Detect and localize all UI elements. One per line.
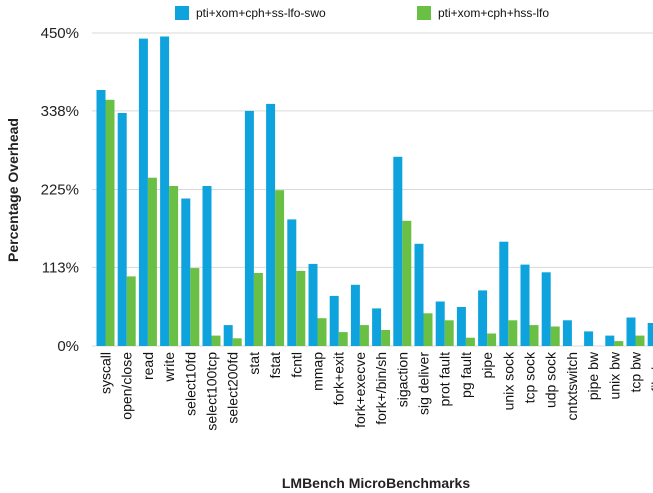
y-tick-label: 225% bbox=[41, 182, 79, 199]
x-tick-label: pg fault bbox=[458, 352, 474, 398]
x-tick-label: fcntl bbox=[288, 352, 304, 378]
x-tick-label: fork+execve bbox=[352, 352, 368, 428]
bar-series-1 bbox=[350, 284, 360, 346]
bar-series-2 bbox=[381, 330, 391, 346]
bar-series-1 bbox=[244, 110, 254, 347]
bar-series-2 bbox=[487, 333, 497, 346]
x-tick-label: open/close bbox=[119, 352, 135, 420]
bar-series-2 bbox=[126, 276, 136, 346]
x-tick-label: select10fd bbox=[182, 352, 198, 416]
x-tick-label: unix sock bbox=[500, 351, 516, 410]
bar-series-2 bbox=[211, 335, 221, 346]
bar-series-1 bbox=[647, 323, 653, 346]
bar-series-2 bbox=[402, 220, 412, 346]
legend-label-series-1: pti+xom+cph+ss-lfo-swo bbox=[196, 6, 326, 20]
x-tick-label: syscall bbox=[98, 352, 114, 394]
x-tick-label: fork+exit bbox=[331, 352, 347, 405]
x-tick-label: write bbox=[161, 352, 177, 383]
bar-series-1 bbox=[478, 290, 488, 346]
bar-series-2 bbox=[275, 190, 285, 346]
x-tick-label: fork+/bin/sh bbox=[373, 352, 389, 425]
bar-series-1 bbox=[372, 308, 382, 346]
x-tick-label: select200fd bbox=[225, 352, 241, 424]
bar-series-2 bbox=[169, 186, 179, 346]
bar-series-1 bbox=[414, 243, 424, 346]
x-tick-label: file bw bbox=[649, 351, 653, 392]
bar-series-1 bbox=[562, 320, 572, 346]
x-tick-label: cntxtswitch bbox=[564, 352, 580, 420]
bar-series-2 bbox=[253, 273, 263, 346]
y-tick-label: 0% bbox=[57, 338, 79, 355]
bar-series-2 bbox=[359, 325, 369, 346]
legend-swatch-series-1 bbox=[175, 6, 189, 20]
bars bbox=[96, 36, 653, 347]
bar-series-1 bbox=[181, 198, 191, 346]
bar-series-1 bbox=[223, 325, 233, 346]
x-tick-label: tcp sock bbox=[522, 351, 538, 403]
bar-series-2 bbox=[338, 332, 348, 346]
x-tick-label: select100tcp bbox=[204, 352, 220, 431]
bar-series-1 bbox=[626, 317, 636, 346]
bar-series-2 bbox=[423, 313, 433, 346]
bar-series-1 bbox=[329, 295, 339, 346]
bar-series-1 bbox=[393, 156, 403, 346]
bar-series-2 bbox=[614, 341, 624, 346]
bar-series-1 bbox=[584, 331, 594, 346]
y-tick-label: 338% bbox=[41, 103, 79, 120]
x-tick-label: pipe bw bbox=[585, 351, 601, 400]
bar-series-2 bbox=[508, 320, 518, 346]
bar-series-2 bbox=[232, 338, 242, 346]
bar-series-1 bbox=[96, 90, 106, 346]
x-tick-label: tcp bw bbox=[628, 351, 644, 392]
bar-series-2 bbox=[296, 270, 306, 346]
x-tick-label: stat bbox=[246, 352, 262, 375]
bar-series-1 bbox=[308, 263, 318, 346]
bar-series-2 bbox=[105, 99, 115, 346]
x-axis-title: LMBench MicroBenchmarks bbox=[282, 475, 470, 491]
bar-series-2 bbox=[190, 268, 200, 346]
y-axis-ticks: 0% 113% 225% 338% 450% bbox=[41, 25, 79, 355]
bar-series-1 bbox=[266, 103, 276, 347]
bar-series-2 bbox=[465, 337, 475, 346]
legend-swatch-series-2 bbox=[417, 6, 431, 20]
bar-series-1 bbox=[435, 301, 445, 346]
x-tick-label: unix bw bbox=[606, 351, 622, 399]
bar-series-2 bbox=[147, 177, 157, 346]
bar-series-1 bbox=[605, 335, 615, 346]
x-tick-label: pipe bbox=[479, 352, 495, 379]
y-axis-title: Percentage Overhead bbox=[5, 118, 21, 262]
bar-series-2 bbox=[444, 320, 454, 346]
bar-series-2 bbox=[635, 335, 645, 346]
bar-series-2 bbox=[317, 318, 327, 346]
x-tick-label: mmap bbox=[310, 352, 326, 391]
x-tick-label: sigaction bbox=[394, 352, 410, 407]
bar-series-2 bbox=[529, 325, 539, 346]
y-tick-label: 113% bbox=[42, 259, 79, 276]
x-tick-label: prot fault bbox=[437, 352, 453, 407]
bar-series-1 bbox=[287, 219, 297, 346]
bar-series-1 bbox=[117, 113, 127, 346]
bar-series-1 bbox=[202, 186, 212, 346]
x-tick-label: read bbox=[140, 352, 156, 380]
bar-series-1 bbox=[160, 36, 170, 346]
x-axis-labels: syscall open/close read write select10fd sele… bbox=[98, 351, 653, 431]
bar-series-1 bbox=[541, 272, 551, 346]
legend: pti+xom+cph+ss-lfo-swo pti+xom+cph+hss-l… bbox=[175, 6, 549, 20]
x-tick-label: fstat bbox=[267, 352, 283, 379]
legend-label-series-2: pti+xom+cph+hss-lfo bbox=[438, 6, 549, 20]
bar-series-1 bbox=[520, 264, 530, 346]
bar-series-1 bbox=[456, 307, 466, 346]
x-tick-label: sig deliver bbox=[416, 352, 432, 415]
bar-series-1 bbox=[499, 241, 509, 346]
bar-series-1 bbox=[138, 38, 148, 346]
y-tick-label: 450% bbox=[41, 25, 79, 42]
bar-series-2 bbox=[550, 326, 560, 346]
x-tick-label: udp sock bbox=[543, 351, 559, 408]
